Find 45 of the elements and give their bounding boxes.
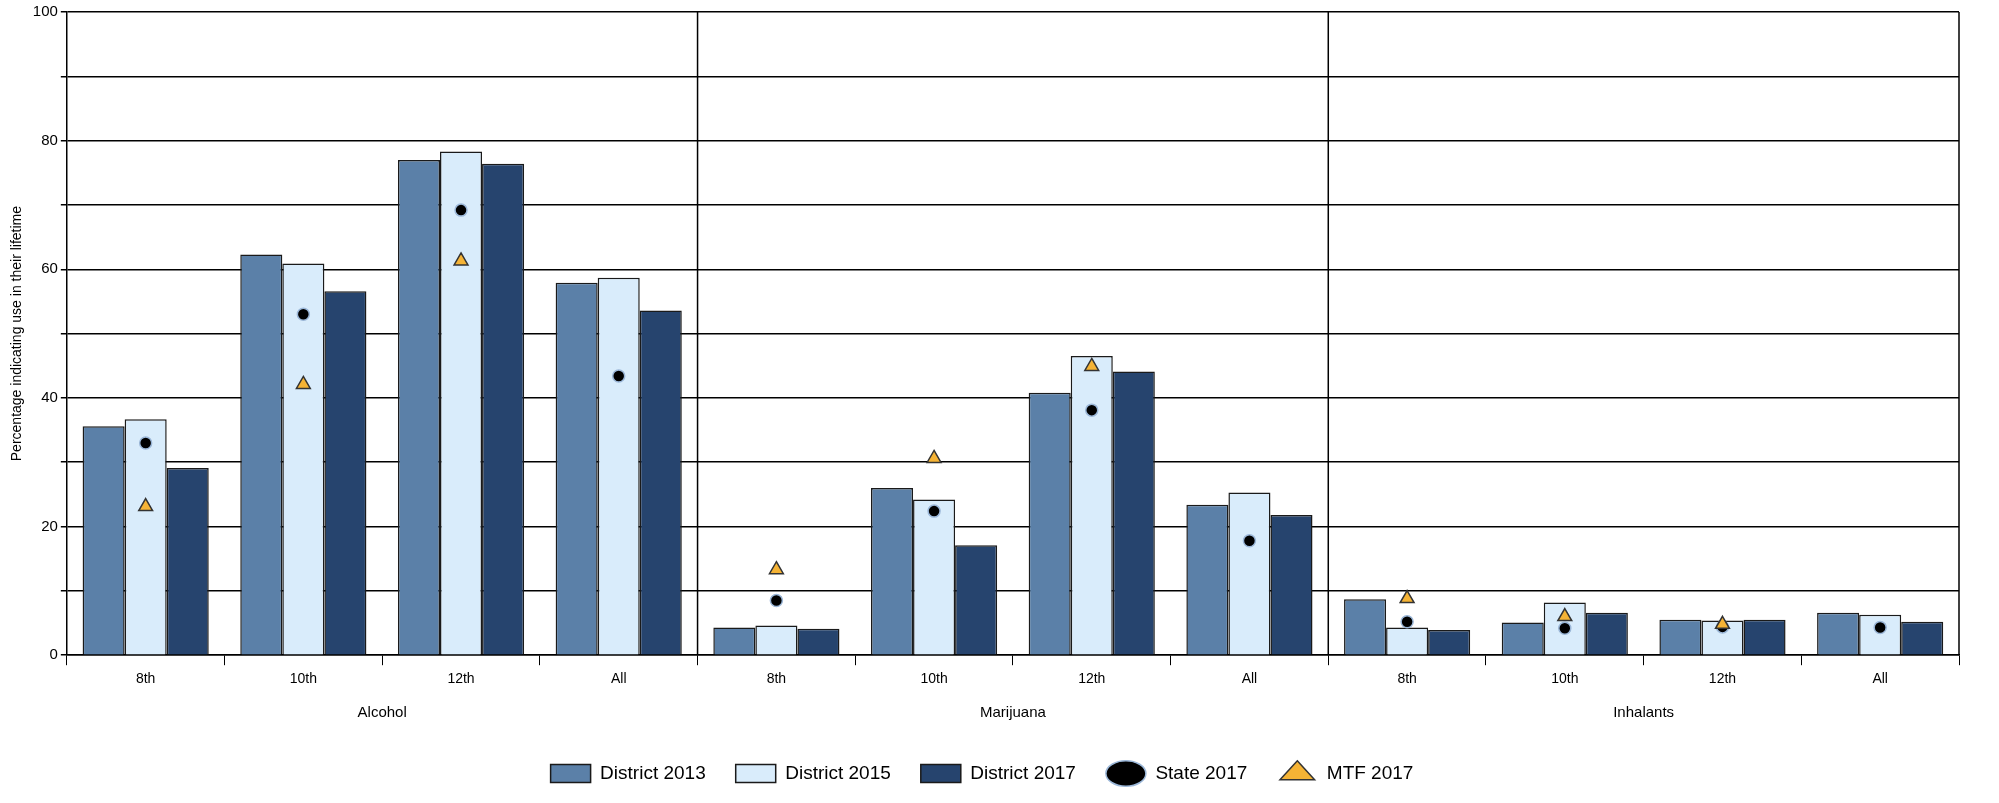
x-tick-label: 12th — [447, 670, 475, 687]
x-tick-label: 8th — [1397, 670, 1417, 687]
point — [295, 375, 312, 390]
point — [926, 449, 942, 464]
point — [1400, 615, 1414, 629]
y-tick-label: 60 — [41, 259, 58, 277]
point — [454, 203, 468, 217]
point — [138, 436, 153, 450]
x-tick-label: 12th — [1078, 670, 1106, 687]
x-tick-label: All — [1241, 670, 1258, 687]
point — [1399, 589, 1415, 604]
point — [1714, 615, 1731, 630]
y-tick-label: 100 — [32, 2, 58, 20]
legend-label: District 2015 — [785, 761, 891, 783]
x-tick-label: 10th — [920, 670, 948, 687]
x-tick-label: 8th — [135, 670, 156, 687]
point — [927, 504, 941, 518]
text: Inhalants — [1613, 703, 1675, 721]
point — [768, 560, 785, 575]
x-tick-label: 12th — [1708, 670, 1737, 687]
point — [1085, 403, 1099, 417]
text: Marijuana — [979, 703, 1047, 721]
legend-label: MTF 2017 — [1326, 761, 1414, 783]
point — [1557, 607, 1573, 622]
text: Alcohol — [357, 703, 407, 721]
x-tick-label: 10th — [1551, 670, 1579, 687]
point — [453, 252, 469, 266]
point — [296, 307, 311, 322]
x-tick-label: All — [1872, 670, 1888, 687]
y-tick-label: 80 — [41, 130, 58, 148]
point — [769, 593, 784, 608]
y-axis-title: Percentage indicating use in their lifetime — [8, 205, 25, 462]
point — [137, 497, 154, 512]
point — [611, 369, 626, 383]
y-tick-label: 40 — [41, 388, 58, 406]
legend-label: District 2017 — [970, 761, 1076, 783]
x-tick-label: 8th — [766, 670, 787, 687]
x-tick-label: 10th — [289, 670, 317, 687]
x-tick-label: All — [610, 670, 627, 687]
legend-label: District 2013 — [600, 761, 706, 783]
point — [1084, 357, 1100, 372]
point — [1242, 533, 1257, 548]
legend-label: State 2017 — [1155, 761, 1248, 783]
y-tick-label: 20 — [41, 516, 58, 534]
y-tick-label: 0 — [49, 645, 58, 663]
